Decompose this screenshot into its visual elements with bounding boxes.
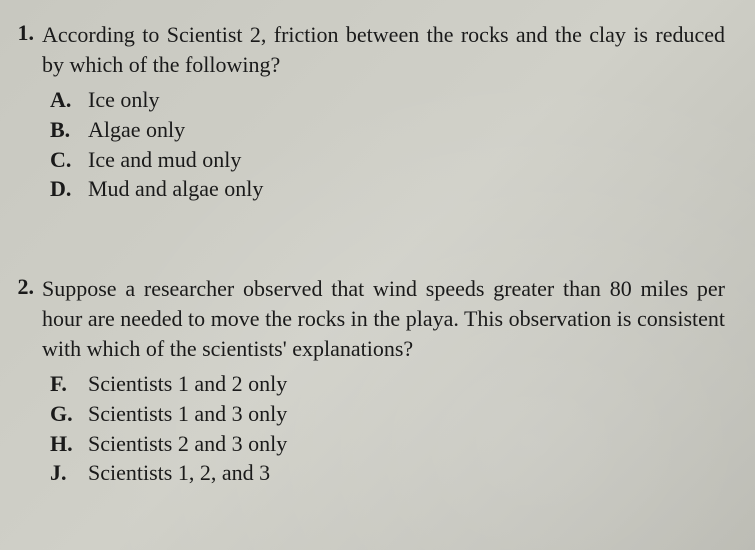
- option-text: Mud and algae only: [88, 174, 725, 204]
- question-text: According to Scientist 2, friction betwe…: [42, 20, 725, 79]
- option-letter: G.: [50, 399, 88, 429]
- option-f: F. Scientists 1 and 2 only: [50, 369, 725, 399]
- option-text: Scientists 1 and 3 only: [88, 399, 725, 429]
- question-block-2: 2. Suppose a researcher observed that wi…: [10, 274, 725, 488]
- option-letter: B.: [50, 115, 88, 145]
- option-letter: A.: [50, 85, 88, 115]
- question-row: 2. Suppose a researcher observed that wi…: [10, 274, 725, 363]
- option-letter: J.: [50, 458, 88, 488]
- question-block-1: 1. According to Scientist 2, friction be…: [10, 20, 725, 204]
- option-text: Scientists 1 and 2 only: [88, 369, 725, 399]
- options-list: F. Scientists 1 and 2 only G. Scientists…: [50, 369, 725, 488]
- option-j: J. Scientists 1, 2, and 3: [50, 458, 725, 488]
- question-text: Suppose a researcher observed that wind …: [42, 274, 725, 363]
- option-letter: H.: [50, 429, 88, 459]
- option-d: D. Mud and algae only: [50, 174, 725, 204]
- option-text: Scientists 1, 2, and 3: [88, 458, 725, 488]
- question-row: 1. According to Scientist 2, friction be…: [10, 20, 725, 79]
- option-letter: F.: [50, 369, 88, 399]
- option-b: B. Algae only: [50, 115, 725, 145]
- options-list: A. Ice only B. Algae only C. Ice and mud…: [50, 85, 725, 204]
- question-number: 2.: [10, 274, 42, 300]
- question-number: 1.: [10, 20, 42, 46]
- option-c: C. Ice and mud only: [50, 145, 725, 175]
- option-text: Scientists 2 and 3 only: [88, 429, 725, 459]
- option-g: G. Scientists 1 and 3 only: [50, 399, 725, 429]
- option-text: Ice and mud only: [88, 145, 725, 175]
- option-letter: C.: [50, 145, 88, 175]
- option-h: H. Scientists 2 and 3 only: [50, 429, 725, 459]
- option-letter: D.: [50, 174, 88, 204]
- option-text: Algae only: [88, 115, 725, 145]
- option-a: A. Ice only: [50, 85, 725, 115]
- option-text: Ice only: [88, 85, 725, 115]
